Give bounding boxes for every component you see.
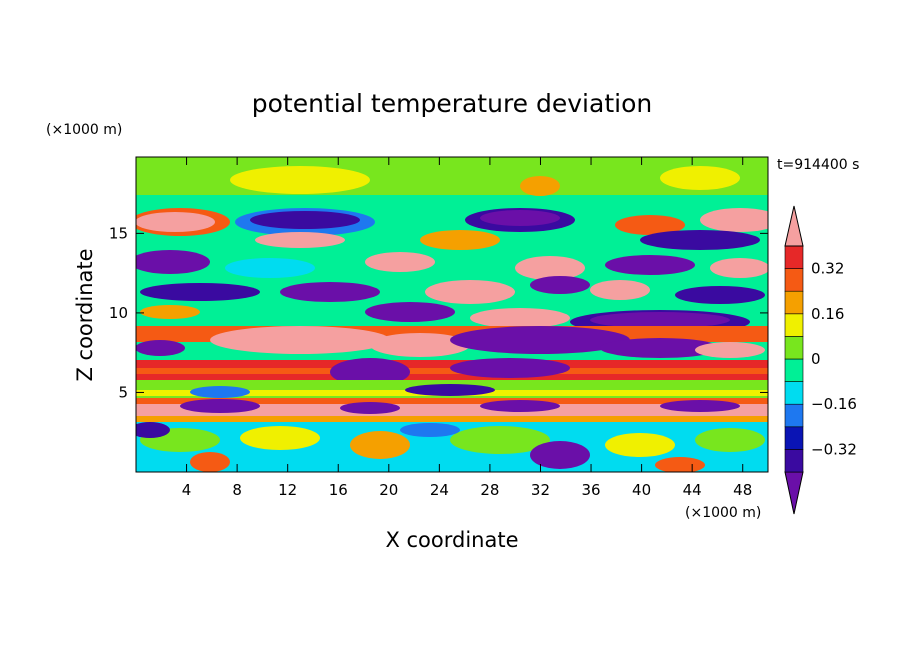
colorbar-swatch (784, 403, 804, 428)
y-tick-label: 15 (109, 224, 128, 242)
colorbar-swatch (784, 336, 804, 360)
colorbar-swatch (784, 268, 804, 292)
x-tick-label: 32 (531, 481, 550, 499)
colorbar-swatch (784, 449, 804, 473)
colorbar-swatch (784, 313, 804, 337)
x-tick-label: 44 (683, 481, 702, 499)
colorbar-tick-label: 0.32 (811, 260, 844, 278)
colorbar-swatch (784, 426, 804, 450)
colorbar-swatch (784, 290, 804, 315)
y-unit-label: (×1000 m) (46, 122, 122, 138)
colorbar-swatch (784, 358, 804, 382)
x-tick-label: 28 (480, 481, 499, 499)
y-tick-label: 5 (118, 383, 128, 401)
colorbar: 0.32 0.16 0 −0.16 −0.32 (784, 205, 857, 515)
time-label: t=914400 s (777, 157, 859, 173)
colorbar-swatch (784, 245, 804, 269)
x-tick-label: 12 (278, 481, 297, 499)
x-tick-label: 8 (232, 481, 242, 499)
x-tick-label: 20 (379, 481, 398, 499)
colorbar-tick-label: 0.16 (811, 305, 844, 323)
x-tick-label: 4 (182, 481, 192, 499)
x-tick-label: 48 (733, 481, 752, 499)
x-unit-label: (×1000 m) (685, 505, 761, 521)
colorbar-tick-label: −0.32 (811, 440, 857, 458)
contour-field (136, 157, 768, 472)
colorbar-swatch (784, 381, 804, 405)
colorbar-tick-label: 0 (811, 350, 821, 368)
x-tick-label: 36 (581, 481, 600, 499)
chart-title: potential temperature deviation (252, 89, 652, 118)
x-tick-label: 16 (329, 481, 348, 499)
x-tick-label: 24 (430, 481, 449, 499)
y-axis: 5 10 15 (109, 224, 768, 401)
y-axis-label: Z coordinate (73, 248, 97, 381)
y-tick-label: 10 (109, 304, 128, 322)
colorbar-extend-low (784, 471, 804, 515)
colorbar-tick-label: −0.16 (811, 395, 857, 413)
x-axis-label: X coordinate (385, 528, 518, 552)
colorbar-extend-high (784, 205, 804, 247)
x-tick-label: 40 (632, 481, 651, 499)
plot-frame (135, 156, 769, 473)
x-axis: 4 8 12 16 20 24 28 32 36 40 44 48 (182, 157, 752, 499)
